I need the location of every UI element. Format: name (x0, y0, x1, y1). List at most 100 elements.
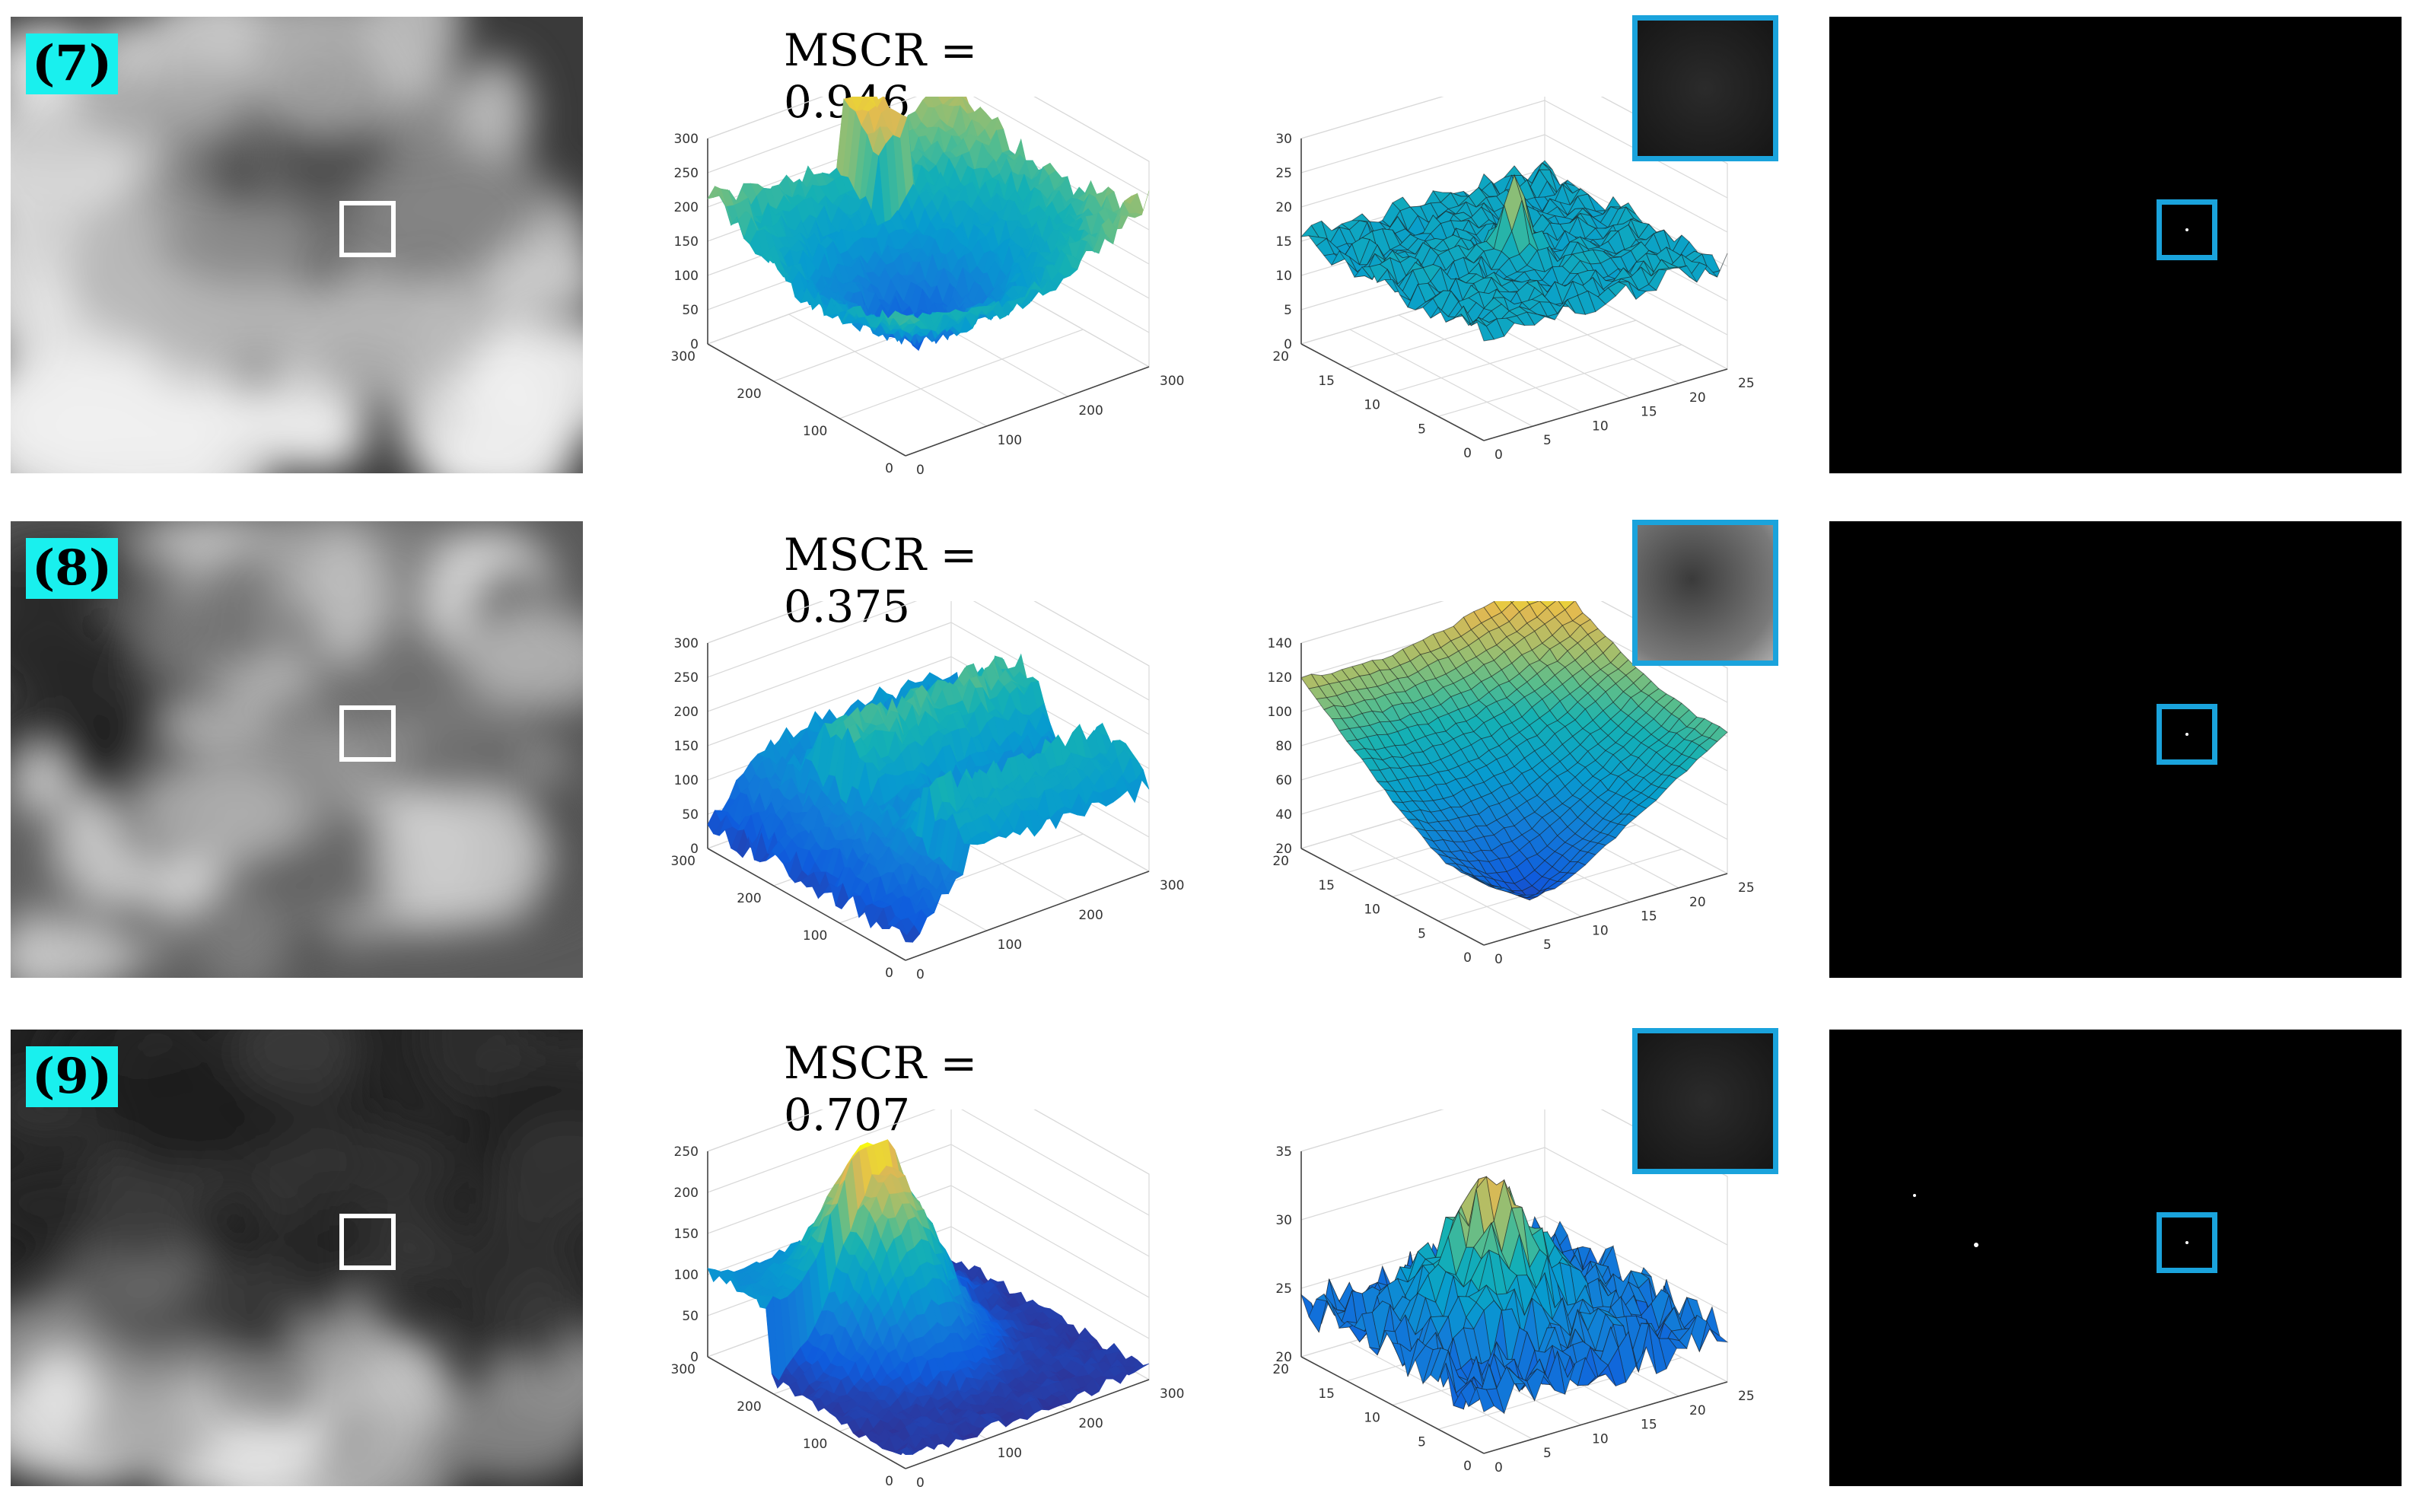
z-tick-label: 50 (682, 1309, 699, 1324)
x-tick-label: 25 (1738, 1389, 1755, 1404)
detected-target (2185, 733, 2188, 736)
local-surface-plot: 0 5 10 15 20 25 30 0 5 10 15 20 0 5 10 15 20 25 (1233, 97, 1781, 477)
z-tick-label: 200 (674, 705, 699, 720)
surface (707, 97, 1150, 352)
detection-box (2157, 1212, 2217, 1273)
z-tick-label: 200 (674, 200, 699, 215)
z-tick-label: 15 (1275, 234, 1292, 250)
z-tick-label: 5 (1284, 303, 1292, 318)
y-tick-label: 15 (1318, 878, 1335, 893)
z-tick-label: 50 (682, 303, 699, 318)
y-tick-label: 10 (1364, 1411, 1380, 1426)
mscr-value: MSCR = 0.375 (784, 529, 978, 632)
z-tick-label: 150 (674, 1227, 699, 1242)
target-patch-inset (1632, 520, 1778, 666)
z-tick-label: 30 (1275, 132, 1292, 147)
y-tick-label: 20 (1272, 1362, 1289, 1377)
x-tick-label: 200 (1078, 403, 1103, 419)
y-tick-label: 100 (803, 1437, 827, 1452)
target-patch-inset (1632, 15, 1778, 161)
z-tick-label: 0 (690, 842, 699, 857)
z-tick-label: 0 (690, 1350, 699, 1365)
x-tick-label: 5 (1543, 937, 1552, 953)
x-tick-label: 0 (1494, 447, 1503, 463)
x-tick-label: 10 (1592, 1431, 1609, 1447)
y-tick-label: 100 (803, 928, 827, 944)
z-tick-label: 20 (1275, 200, 1292, 215)
x-tick-label: 100 (998, 433, 1022, 448)
x-tick-label: 0 (1494, 1460, 1503, 1475)
infrared-image: (9) (11, 1030, 583, 1486)
z-tick-label: 140 (1268, 636, 1292, 651)
global-surface-plot: 0 50 100 150 200 250 300 0 100 200 300 0 100 200 300 (654, 601, 1202, 982)
x-tick-label: 300 (1160, 878, 1184, 893)
y-tick-label: 0 (1463, 950, 1472, 966)
z-tick-label: 10 (1275, 269, 1292, 284)
x-tick-label: 5 (1543, 433, 1552, 448)
y-tick-label: 15 (1318, 1386, 1335, 1402)
z-tick-label: 100 (674, 773, 699, 788)
detection-box (2157, 704, 2217, 765)
z-tick-label: 25 (1275, 166, 1292, 181)
x-tick-label: 5 (1543, 1446, 1552, 1461)
z-tick-label: 100 (1268, 705, 1292, 720)
z-tick-label: 250 (674, 1144, 699, 1160)
y-tick-label: 10 (1364, 398, 1380, 413)
global-surface-plot: 0 50 100 150 200 250 300 0 100 200 300 0 100 200 300 (654, 97, 1202, 477)
z-tick-label: 200 (674, 1186, 699, 1201)
target-box (339, 1214, 396, 1270)
x-tick-label: 15 (1641, 1418, 1657, 1433)
z-tick-label: 50 (682, 807, 699, 823)
detected-target (2185, 228, 2188, 231)
y-tick-label: 20 (1272, 349, 1289, 364)
y-tick-label: 10 (1364, 902, 1380, 918)
z-tick-label: 60 (1275, 773, 1292, 788)
surface (707, 653, 1150, 943)
y-tick-label: 100 (803, 424, 827, 439)
y-tick-label: 0 (885, 1474, 893, 1489)
y-tick-label: 20 (1272, 854, 1289, 869)
detection-result (1829, 521, 2402, 978)
surface (1300, 1176, 1729, 1415)
x-tick-label: 10 (1592, 419, 1609, 434)
y-tick-label: 0 (885, 461, 893, 476)
y-tick-label: 300 (671, 349, 696, 364)
target-box (339, 201, 396, 257)
detected-target (2185, 1241, 2188, 1244)
x-tick-label: 0 (916, 967, 925, 982)
z-tick-label: 250 (674, 166, 699, 181)
x-tick-label: 10 (1592, 923, 1609, 938)
z-tick-label: 120 (1268, 670, 1292, 686)
local-surface-plot: 20 40 60 80 100 120 140 0 5 10 15 20 0 5 10 15 20 25 (1233, 601, 1781, 982)
target-patch-inset (1632, 1028, 1778, 1174)
surface (707, 1139, 1150, 1456)
y-tick-label: 200 (737, 891, 761, 906)
y-tick-label: 5 (1418, 422, 1426, 437)
x-tick-label: 100 (998, 937, 1022, 953)
x-tick-label: 0 (916, 1475, 925, 1490)
false-alarm-point (1913, 1194, 1916, 1197)
z-tick-label: 25 (1275, 1281, 1292, 1297)
y-tick-label: 5 (1418, 1434, 1426, 1450)
z-tick-label: 150 (674, 739, 699, 754)
x-tick-label: 100 (998, 1446, 1022, 1461)
x-tick-label: 25 (1738, 880, 1755, 896)
y-tick-label: 0 (1463, 1459, 1472, 1474)
local-surface-plot: 20 25 30 35 0 5 10 15 20 0 5 10 15 20 25 (1233, 1109, 1781, 1490)
z-tick-label: 35 (1275, 1144, 1292, 1160)
z-tick-label: 300 (674, 132, 699, 147)
false-alarm-point (1974, 1243, 1978, 1247)
z-tick-label: 100 (674, 1268, 699, 1283)
x-tick-label: 15 (1641, 405, 1657, 420)
x-tick-label: 25 (1738, 376, 1755, 391)
z-tick-label: 0 (1284, 337, 1292, 352)
z-tick-label: 20 (1275, 1350, 1292, 1365)
z-tick-label: 150 (674, 234, 699, 250)
detection-result (1829, 1030, 2402, 1486)
x-tick-label: 300 (1160, 374, 1184, 389)
global-surface-plot: 0 50 100 150 200 250 0 100 200 300 0 100 200 300 (654, 1109, 1202, 1490)
z-tick-label: 300 (674, 636, 699, 651)
x-tick-label: 20 (1689, 1403, 1706, 1418)
x-tick-label: 20 (1689, 390, 1706, 406)
x-tick-label: 20 (1689, 895, 1706, 910)
